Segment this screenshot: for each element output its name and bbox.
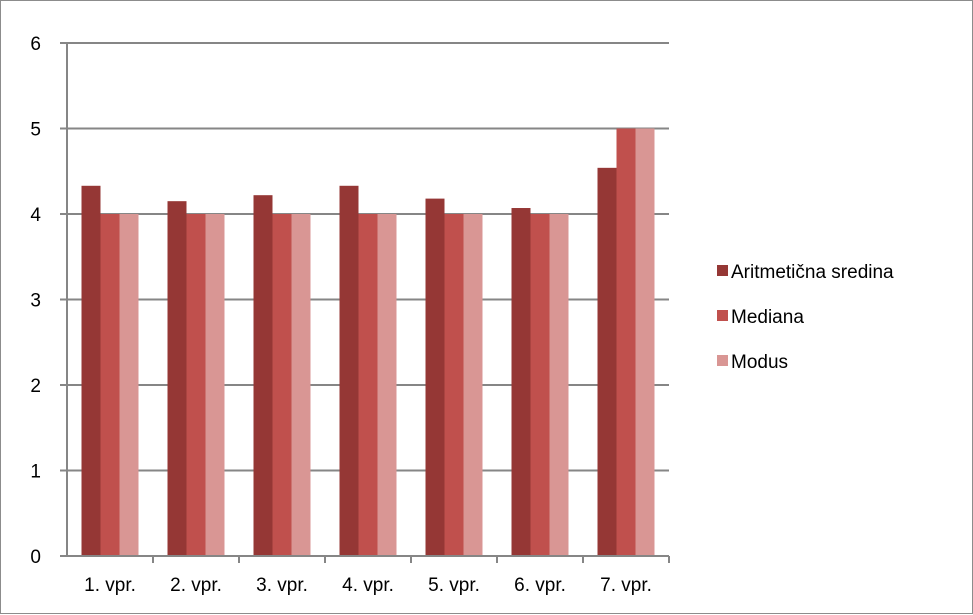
legend-swatch [717,265,728,276]
bar-mediana [100,214,120,556]
bar-mediana [530,214,550,556]
axes [60,42,670,563]
bar-aritmeticna-sredina [81,185,101,556]
x-tick-label: 1. vpr. [84,575,136,596]
bar-modus [205,214,225,556]
bar-mediana [444,214,464,556]
bar-mediana [358,214,378,556]
y-tick-labels: 0 1 2 3 4 5 6 [30,34,41,568]
legend-swatch [717,310,728,321]
legend-label: Mediana [731,307,804,328]
bar-aritmeticna-sredina [167,201,187,557]
y-tick-label: 5 [30,120,41,141]
bar-modus [463,214,483,556]
y-tick-label: 6 [30,34,41,55]
y-tick-label: 4 [30,205,41,226]
bar-mediana [616,128,636,556]
bar-aritmeticna-sredina [597,167,617,556]
legend-label: Modus [731,352,788,373]
x-tick-label: 3. vpr. [256,575,308,596]
legend-swatch [717,355,728,366]
bars [81,128,655,557]
y-tick-label: 1 [30,462,41,483]
bar-aritmeticna-sredina [253,195,273,556]
x-tick-label: 6. vpr. [514,575,566,596]
x-tick-label: 7. vpr. [600,575,652,596]
bar-mediana [272,214,292,556]
bar-modus [377,214,397,556]
bar-modus [549,214,569,556]
bar-aritmeticna-sredina [339,185,359,556]
bar-aritmeticna-sredina [511,208,531,556]
bar-aritmeticna-sredina [425,198,445,557]
legend-label: Aritmetična sredina [731,262,894,283]
y-tick-label: 3 [30,291,41,312]
x-tick-label: 2. vpr. [170,575,222,596]
bar-modus [635,128,655,556]
y-tick-label: 0 [30,547,41,568]
x-tick-label: 4. vpr. [342,575,394,596]
x-tick-labels: 1. vpr. 2. vpr. 3. vpr. 4. vpr. 5. vpr. 6. vp… [84,575,652,596]
x-tick-label: 5. vpr. [428,575,480,596]
bar-modus [119,214,139,556]
legend: Aritmetična sredina Mediana Modus [717,262,894,373]
y-tick-label: 2 [30,376,41,397]
bar-mediana [186,214,206,556]
bar-modus [291,214,311,556]
